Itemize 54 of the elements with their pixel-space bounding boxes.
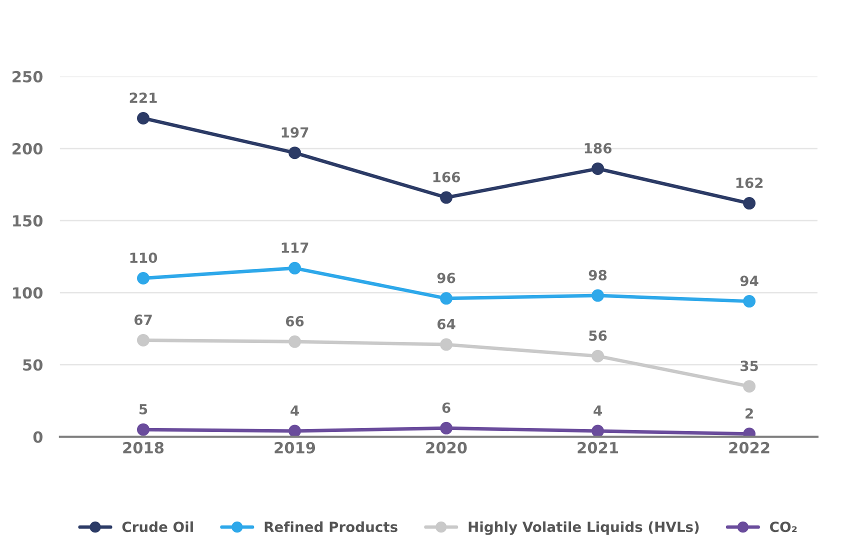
y-tick-label: 100 xyxy=(13,287,43,299)
data-label: 67 xyxy=(134,314,152,326)
data-label: 162 xyxy=(736,178,763,188)
x-tick-label: 2021 xyxy=(578,442,618,454)
y-tick-label: 0 xyxy=(33,431,43,443)
point xyxy=(440,292,453,305)
point xyxy=(592,162,604,175)
data-label: 64 xyxy=(437,318,456,330)
point xyxy=(137,272,150,284)
point xyxy=(440,338,453,351)
legend-label: Refined Products xyxy=(264,521,398,532)
data-label: 4 xyxy=(594,406,602,416)
x-tick-label: 2020 xyxy=(426,442,467,454)
data-label: 6 xyxy=(442,402,450,413)
data-label: 96 xyxy=(437,272,456,284)
y-tick-label: 50 xyxy=(23,359,43,371)
point xyxy=(440,191,453,204)
data-label: 197 xyxy=(282,127,308,138)
y-tick-label: 150 xyxy=(13,215,43,227)
y-tick-label: 250 xyxy=(12,70,43,82)
point xyxy=(137,423,150,436)
data-label: 94 xyxy=(740,276,758,286)
data-label: 56 xyxy=(589,330,607,341)
x-tick-label: 2018 xyxy=(123,442,164,454)
point xyxy=(288,424,302,437)
data-label: 186 xyxy=(584,142,612,154)
data-label: 2 xyxy=(746,408,753,419)
data-label: 221 xyxy=(130,92,157,103)
data-label: 98 xyxy=(588,270,607,280)
y-tick-label: 200 xyxy=(12,142,43,155)
data-label: 117 xyxy=(282,242,308,253)
point xyxy=(592,350,604,362)
data-label: 166 xyxy=(433,172,460,182)
x-tick-label: 2019 xyxy=(274,442,316,454)
point xyxy=(743,197,756,210)
point xyxy=(592,424,604,437)
x-tick-label: 2022 xyxy=(729,442,770,454)
legend-label: Crude Oil xyxy=(122,521,193,532)
point xyxy=(288,146,302,160)
point xyxy=(743,380,756,393)
data-label: 66 xyxy=(286,316,304,326)
data-label: 35 xyxy=(740,360,758,372)
point xyxy=(137,334,150,346)
point xyxy=(440,422,453,434)
point xyxy=(137,112,150,124)
point xyxy=(288,335,302,348)
data-label: 110 xyxy=(130,252,158,264)
legend-label: CO₂ xyxy=(770,522,797,532)
data-label: 5 xyxy=(139,404,148,414)
data-label: 4 xyxy=(290,406,299,416)
point xyxy=(592,289,604,302)
point xyxy=(743,295,756,308)
point xyxy=(288,262,302,274)
legend-label: Highly Volatile Liquids (HVLs) xyxy=(468,521,699,535)
